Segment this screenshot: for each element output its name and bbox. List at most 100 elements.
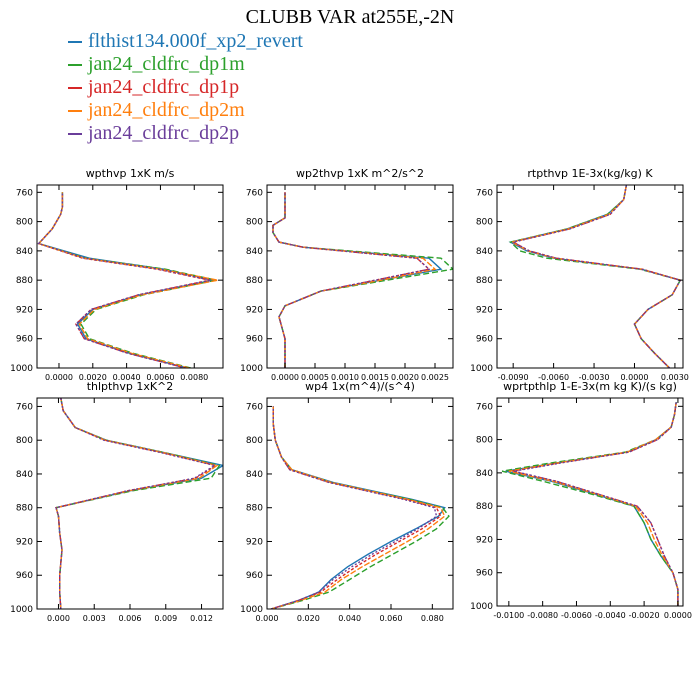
series-line bbox=[272, 192, 431, 368]
plot-frame bbox=[266, 184, 454, 369]
y-tick-label: 1000 bbox=[470, 364, 493, 374]
x-tick-label: 0.020 bbox=[297, 614, 320, 623]
y-tick-label: 800 bbox=[16, 218, 33, 228]
x-tick-label: 0.0015 bbox=[361, 373, 389, 382]
series-line bbox=[509, 185, 682, 368]
x-tick-label: -0.0040 bbox=[595, 611, 626, 620]
x-tick-label: -0.0060 bbox=[538, 373, 569, 382]
y-tick-label: 760 bbox=[246, 188, 263, 198]
x-tick-label: 0.0000 bbox=[620, 373, 648, 382]
y-tick-label: 760 bbox=[16, 402, 33, 412]
series-line bbox=[508, 185, 682, 368]
y-tick-label: 800 bbox=[246, 436, 263, 446]
x-tick-label: 0.040 bbox=[338, 614, 361, 623]
series-line bbox=[55, 398, 217, 609]
plot-frame bbox=[496, 397, 684, 607]
y-tick-label: 960 bbox=[476, 569, 493, 579]
y-tick-label: 880 bbox=[16, 504, 33, 514]
panel-title: wp4 1x(m^4)/(s^4) bbox=[305, 380, 415, 393]
legend-label: jan24_cldfrc_dp2p bbox=[88, 122, 240, 144]
legend-item: jan24_cldfrc_dp1p bbox=[68, 76, 303, 99]
x-tick-label: 0.000 bbox=[256, 614, 279, 623]
y-tick-label: 880 bbox=[476, 502, 493, 512]
x-tick-label: 0.0000 bbox=[45, 373, 73, 382]
x-tick-label: 0.060 bbox=[380, 614, 403, 623]
x-tick-label: 0.006 bbox=[119, 614, 142, 623]
x-tick-label: 0.0000 bbox=[664, 611, 692, 620]
chart-panel: wp2thvp 1xK m^2/s^2 760 800 840 880 920 960 100… bbox=[240, 167, 454, 382]
y-tick-label: 1000 bbox=[240, 605, 263, 615]
series-line bbox=[270, 406, 446, 609]
plot-frame bbox=[36, 397, 224, 610]
series-line bbox=[511, 185, 682, 368]
y-tick-label: 840 bbox=[16, 470, 33, 480]
x-tick-label: -0.0100 bbox=[493, 611, 524, 620]
legend-swatch bbox=[68, 41, 82, 44]
plot-frame bbox=[266, 397, 454, 610]
series-line bbox=[55, 398, 219, 609]
x-tick-label: 0.080 bbox=[421, 614, 444, 623]
plot-frame bbox=[496, 184, 684, 369]
x-tick-label: 0.009 bbox=[154, 614, 177, 623]
legend-item: jan24_cldfrc_dp2p bbox=[68, 122, 303, 145]
series-line bbox=[37, 192, 219, 368]
y-tick-label: 800 bbox=[16, 436, 33, 446]
y-tick-label: 960 bbox=[246, 335, 263, 345]
plot-frame bbox=[36, 184, 224, 369]
y-tick-label: 1000 bbox=[240, 364, 263, 374]
y-tick-label: 920 bbox=[16, 305, 33, 315]
x-tick-label: 0.0000 bbox=[271, 373, 299, 382]
y-tick-label: 840 bbox=[476, 469, 493, 479]
x-tick-label: 0.0020 bbox=[391, 373, 419, 382]
x-tick-label: 0.012 bbox=[190, 614, 213, 623]
panel-title: thlpthvp 1xK^2 bbox=[87, 380, 174, 393]
y-tick-label: 1000 bbox=[10, 364, 33, 374]
y-tick-label: 760 bbox=[476, 188, 493, 198]
legend-label: jan24_cldfrc_dp1m bbox=[88, 53, 245, 75]
chart-panel: wprtpthlp 1-E-3x(m kg K)/(s kg) 760 800 840… bbox=[470, 380, 692, 620]
legend-swatch bbox=[68, 133, 82, 136]
chart-panel: rtpthvp 1E-3x(kg/kg) K 760 800 840 880 920 960… bbox=[470, 167, 689, 382]
x-tick-label: -0.0030 bbox=[579, 373, 610, 382]
legend-item: jan24_cldfrc_dp1m bbox=[68, 53, 303, 76]
y-tick-label: 920 bbox=[246, 305, 263, 315]
x-tick-label: 0.003 bbox=[83, 614, 106, 623]
legend-label: jan24_cldfrc_dp2m bbox=[88, 99, 245, 121]
y-tick-label: 880 bbox=[246, 504, 263, 514]
x-tick-label: -0.0020 bbox=[629, 611, 660, 620]
series-line bbox=[505, 402, 679, 606]
y-tick-label: 880 bbox=[476, 276, 493, 286]
y-tick-label: 1000 bbox=[10, 605, 33, 615]
x-tick-label: 0.0040 bbox=[113, 373, 141, 382]
legend: flthist134.000f_xp2_revert jan24_cldfrc_… bbox=[68, 30, 303, 145]
series-line bbox=[272, 192, 437, 368]
y-tick-label: 840 bbox=[16, 247, 33, 257]
series-line bbox=[270, 406, 446, 609]
chart-panel: wp4 1x(m^4)/(s^4)76080084088092096010000… bbox=[240, 380, 454, 623]
x-tick-label: 0.0005 bbox=[301, 373, 329, 382]
series-line bbox=[509, 185, 682, 368]
x-tick-label: 0.000 bbox=[47, 614, 70, 623]
x-tick-label: -0.0080 bbox=[527, 611, 558, 620]
legend-item: flthist134.000f_xp2_revert bbox=[68, 30, 303, 53]
y-tick-label: 840 bbox=[476, 247, 493, 257]
y-tick-label: 800 bbox=[246, 218, 263, 228]
y-tick-label: 760 bbox=[246, 402, 263, 412]
series-line bbox=[508, 402, 679, 606]
series-line bbox=[270, 406, 442, 609]
x-tick-label: 0.0010 bbox=[331, 373, 359, 382]
y-tick-label: 760 bbox=[476, 402, 493, 412]
series-line bbox=[37, 192, 214, 368]
x-tick-label: 0.0020 bbox=[79, 373, 107, 382]
series-line bbox=[37, 192, 212, 368]
x-tick-label: -0.0090 bbox=[498, 373, 529, 382]
series-line bbox=[512, 402, 679, 606]
series-line bbox=[37, 192, 217, 368]
x-tick-label: 0.0030 bbox=[661, 373, 689, 382]
y-tick-label: 880 bbox=[246, 276, 263, 286]
series-line bbox=[270, 406, 450, 609]
y-tick-label: 960 bbox=[16, 335, 33, 345]
y-tick-label: 920 bbox=[16, 537, 33, 547]
x-tick-label: -0.0060 bbox=[561, 611, 592, 620]
